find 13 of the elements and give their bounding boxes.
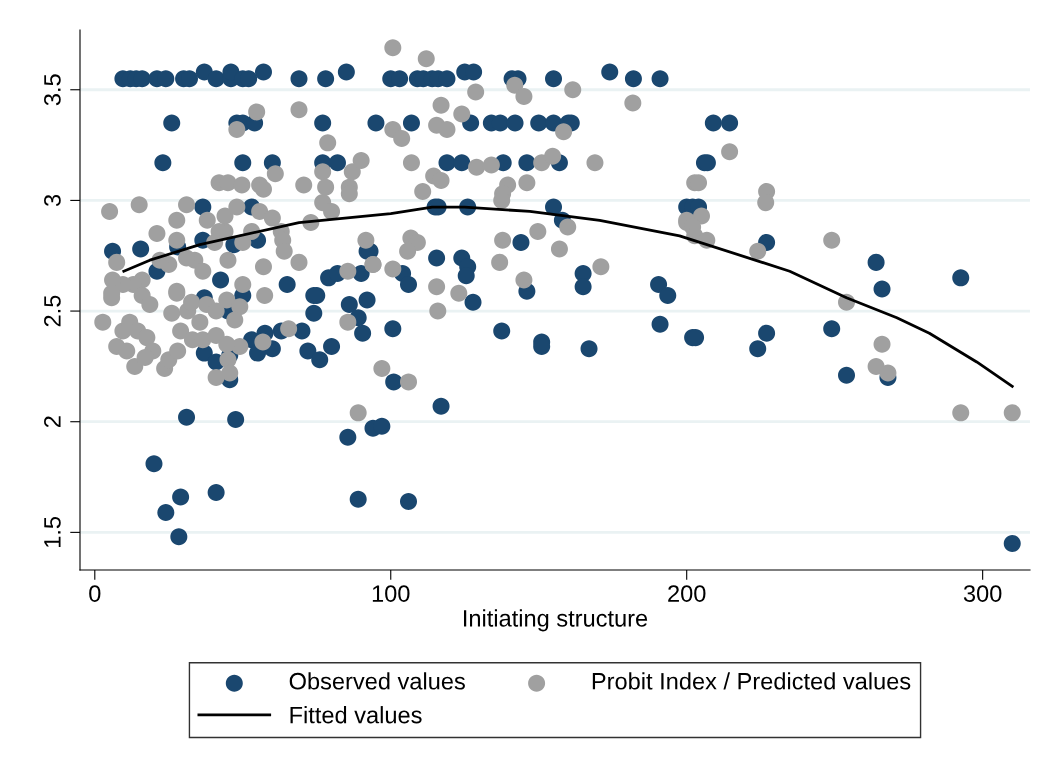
y-tick-label: 3 [44,194,61,207]
x-tick-label: 0 [89,585,101,602]
legend-label: Observed values [289,672,465,690]
y-tick-label: 2 [44,416,61,428]
legend-label: Fitted values [290,706,422,724]
y-tick-label: 1.5 [44,516,61,547]
x-tick-label: 300 [963,585,1002,602]
x-axis-title: Initiating structure [464,609,648,632]
x-tick-label: 200 [668,585,706,602]
y-tick-label: 2.5 [44,295,61,327]
legend-label: Probit Index / Predicted values [592,672,911,690]
x-tick-label: 100 [372,585,410,602]
y-tick-label: 3.5 [44,74,61,106]
